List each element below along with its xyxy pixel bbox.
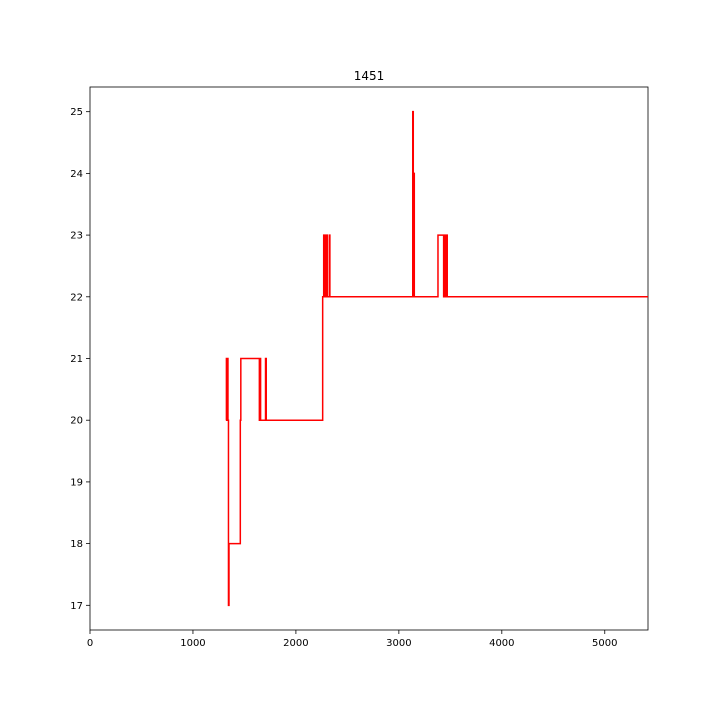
y-tick-label: 18 xyxy=(70,539,83,550)
x-tick-label: 2000 xyxy=(283,638,308,649)
chart-title: 1451 xyxy=(354,69,385,83)
x-tick-label: 4000 xyxy=(489,638,514,649)
series-group xyxy=(225,110,648,607)
x-tick-label: 5000 xyxy=(592,638,617,649)
x-tick-label: 0 xyxy=(87,638,93,649)
y-axis-ticks: 17 18 19 20 21 22 23 24 25 xyxy=(70,107,90,612)
y-tick-label: 23 xyxy=(70,231,83,242)
series-line xyxy=(225,110,648,607)
y-tick-label: 20 xyxy=(70,416,83,427)
y-tick-label: 25 xyxy=(70,107,83,118)
y-tick-label: 19 xyxy=(70,477,83,488)
y-tick-label: 21 xyxy=(70,354,83,365)
y-tick-label: 22 xyxy=(70,292,83,303)
y-tick-label: 24 xyxy=(70,169,83,180)
x-axis-ticks: 0 1000 2000 3000 4000 5000 xyxy=(87,630,617,649)
y-tick-label: 17 xyxy=(70,601,83,612)
x-tick-label: 1000 xyxy=(180,638,205,649)
x-tick-label: 3000 xyxy=(386,638,411,649)
